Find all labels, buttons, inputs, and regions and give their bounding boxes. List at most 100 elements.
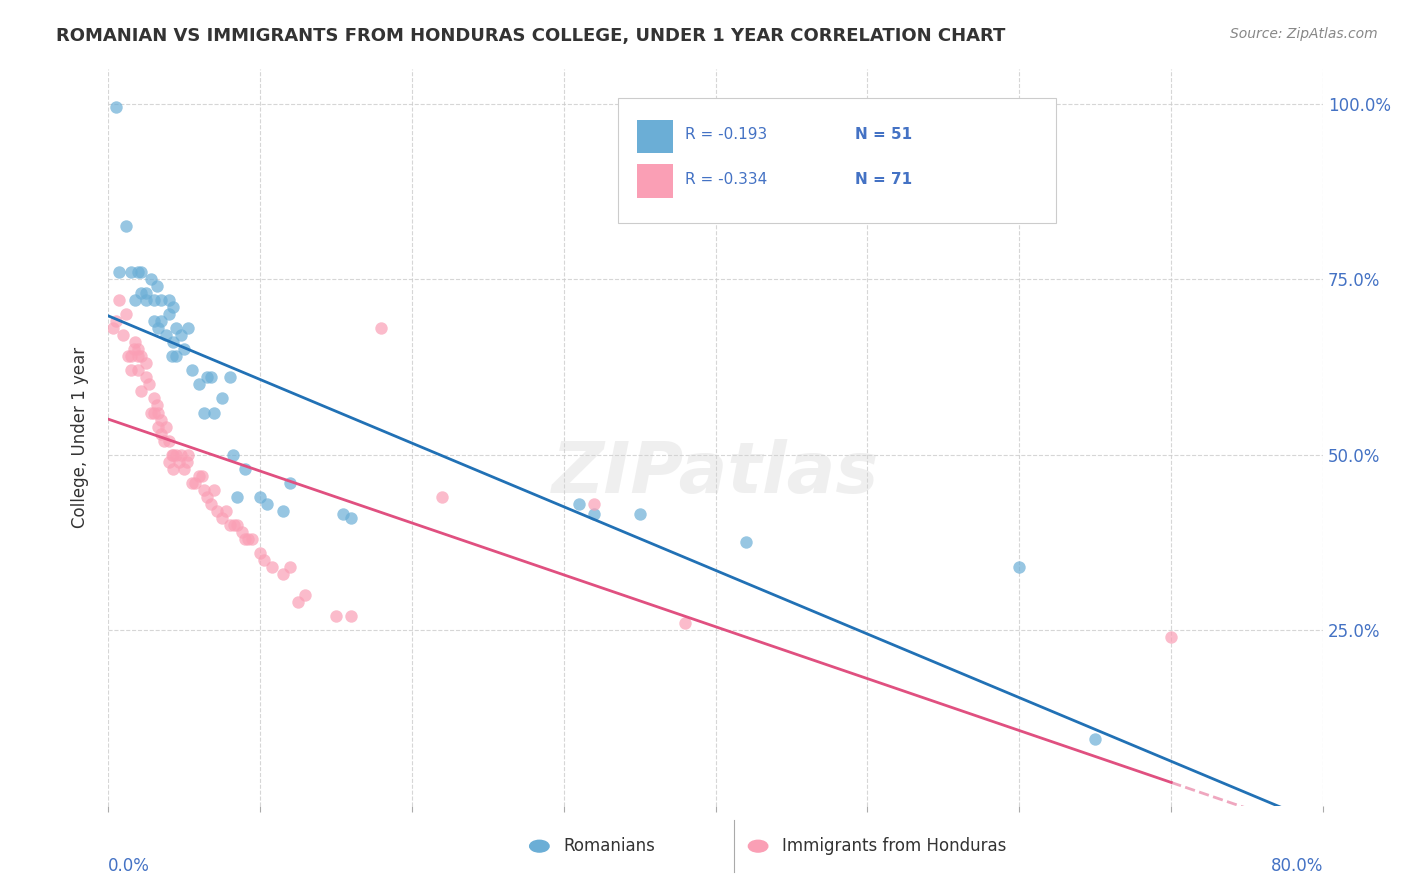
Point — [332, 508, 354, 522]
Point — [207, 504, 229, 518]
FancyBboxPatch shape — [619, 98, 1056, 223]
Point — [195, 370, 218, 384]
Point — [162, 300, 184, 314]
Point — [160, 448, 183, 462]
Point — [177, 448, 200, 462]
Point — [278, 560, 301, 574]
Point — [200, 497, 222, 511]
Text: Source: ZipAtlas.com: Source: ZipAtlas.com — [1230, 27, 1378, 41]
Point — [127, 349, 149, 363]
Point — [131, 265, 153, 279]
Point — [583, 508, 606, 522]
Point — [142, 392, 165, 406]
Point — [271, 566, 294, 581]
Point — [135, 293, 157, 308]
Text: Immigrants from Honduras: Immigrants from Honduras — [782, 838, 1007, 855]
Point — [211, 392, 233, 406]
Point — [430, 490, 453, 504]
Point — [340, 511, 363, 525]
Point — [122, 343, 145, 357]
Point — [150, 426, 173, 441]
Point — [139, 272, 162, 286]
Point — [138, 377, 160, 392]
Point — [145, 279, 167, 293]
Bar — [637, 120, 673, 153]
Point — [340, 609, 363, 624]
Point — [193, 405, 215, 419]
Point — [628, 508, 651, 522]
Text: ROMANIAN VS IMMIGRANTS FROM HONDURAS COLLEGE, UNDER 1 YEAR CORRELATION CHART: ROMANIAN VS IMMIGRANTS FROM HONDURAS COL… — [56, 27, 1005, 45]
Point — [131, 349, 153, 363]
Point — [278, 475, 301, 490]
Point — [180, 475, 202, 490]
Text: R = -0.193: R = -0.193 — [685, 128, 768, 143]
Point — [155, 328, 177, 343]
Point — [120, 265, 142, 279]
Point — [142, 314, 165, 328]
Point — [145, 399, 167, 413]
Point — [583, 497, 606, 511]
Point — [127, 343, 149, 357]
Text: N = 71: N = 71 — [855, 171, 912, 186]
Point — [162, 335, 184, 350]
Point — [253, 553, 276, 567]
Point — [150, 412, 173, 426]
Point — [256, 497, 278, 511]
Point — [115, 219, 138, 234]
Point — [294, 588, 316, 602]
Point — [240, 532, 263, 546]
Point — [202, 483, 225, 497]
Point — [233, 461, 256, 475]
Point — [135, 356, 157, 370]
Point — [157, 307, 180, 321]
Point — [226, 517, 249, 532]
Point — [735, 535, 758, 549]
Point — [233, 532, 256, 546]
Point — [127, 363, 149, 377]
Point — [124, 293, 146, 308]
Point — [191, 468, 214, 483]
Text: Romanians: Romanians — [564, 838, 655, 855]
Point — [325, 609, 347, 624]
Point — [170, 448, 193, 462]
Point — [139, 405, 162, 419]
Point — [568, 497, 591, 511]
Point — [120, 349, 142, 363]
Point — [150, 314, 173, 328]
Text: 0.0%: 0.0% — [108, 857, 150, 875]
Point — [188, 468, 211, 483]
Point — [218, 370, 240, 384]
Point — [146, 321, 169, 335]
Point — [101, 321, 124, 335]
Point — [104, 314, 127, 328]
Text: N = 51: N = 51 — [855, 128, 912, 143]
Point — [131, 286, 153, 301]
Point — [195, 490, 218, 504]
Point — [215, 504, 238, 518]
Point — [153, 434, 176, 448]
Point — [271, 504, 294, 518]
Point — [135, 370, 157, 384]
Point — [193, 483, 215, 497]
Point — [107, 293, 129, 308]
Point — [183, 475, 205, 490]
Point — [173, 343, 195, 357]
Point — [155, 419, 177, 434]
Point — [173, 461, 195, 475]
Point — [177, 321, 200, 335]
Point — [287, 595, 309, 609]
Point — [673, 616, 696, 631]
Point — [112, 328, 135, 343]
Point — [146, 419, 169, 434]
Point — [107, 265, 129, 279]
Point — [202, 405, 225, 419]
Point — [169, 455, 191, 469]
Point — [222, 517, 245, 532]
Point — [188, 377, 211, 392]
Circle shape — [530, 840, 550, 852]
Point — [249, 546, 271, 560]
Point — [142, 293, 165, 308]
Point — [146, 405, 169, 419]
Point — [180, 363, 202, 377]
Point — [124, 335, 146, 350]
